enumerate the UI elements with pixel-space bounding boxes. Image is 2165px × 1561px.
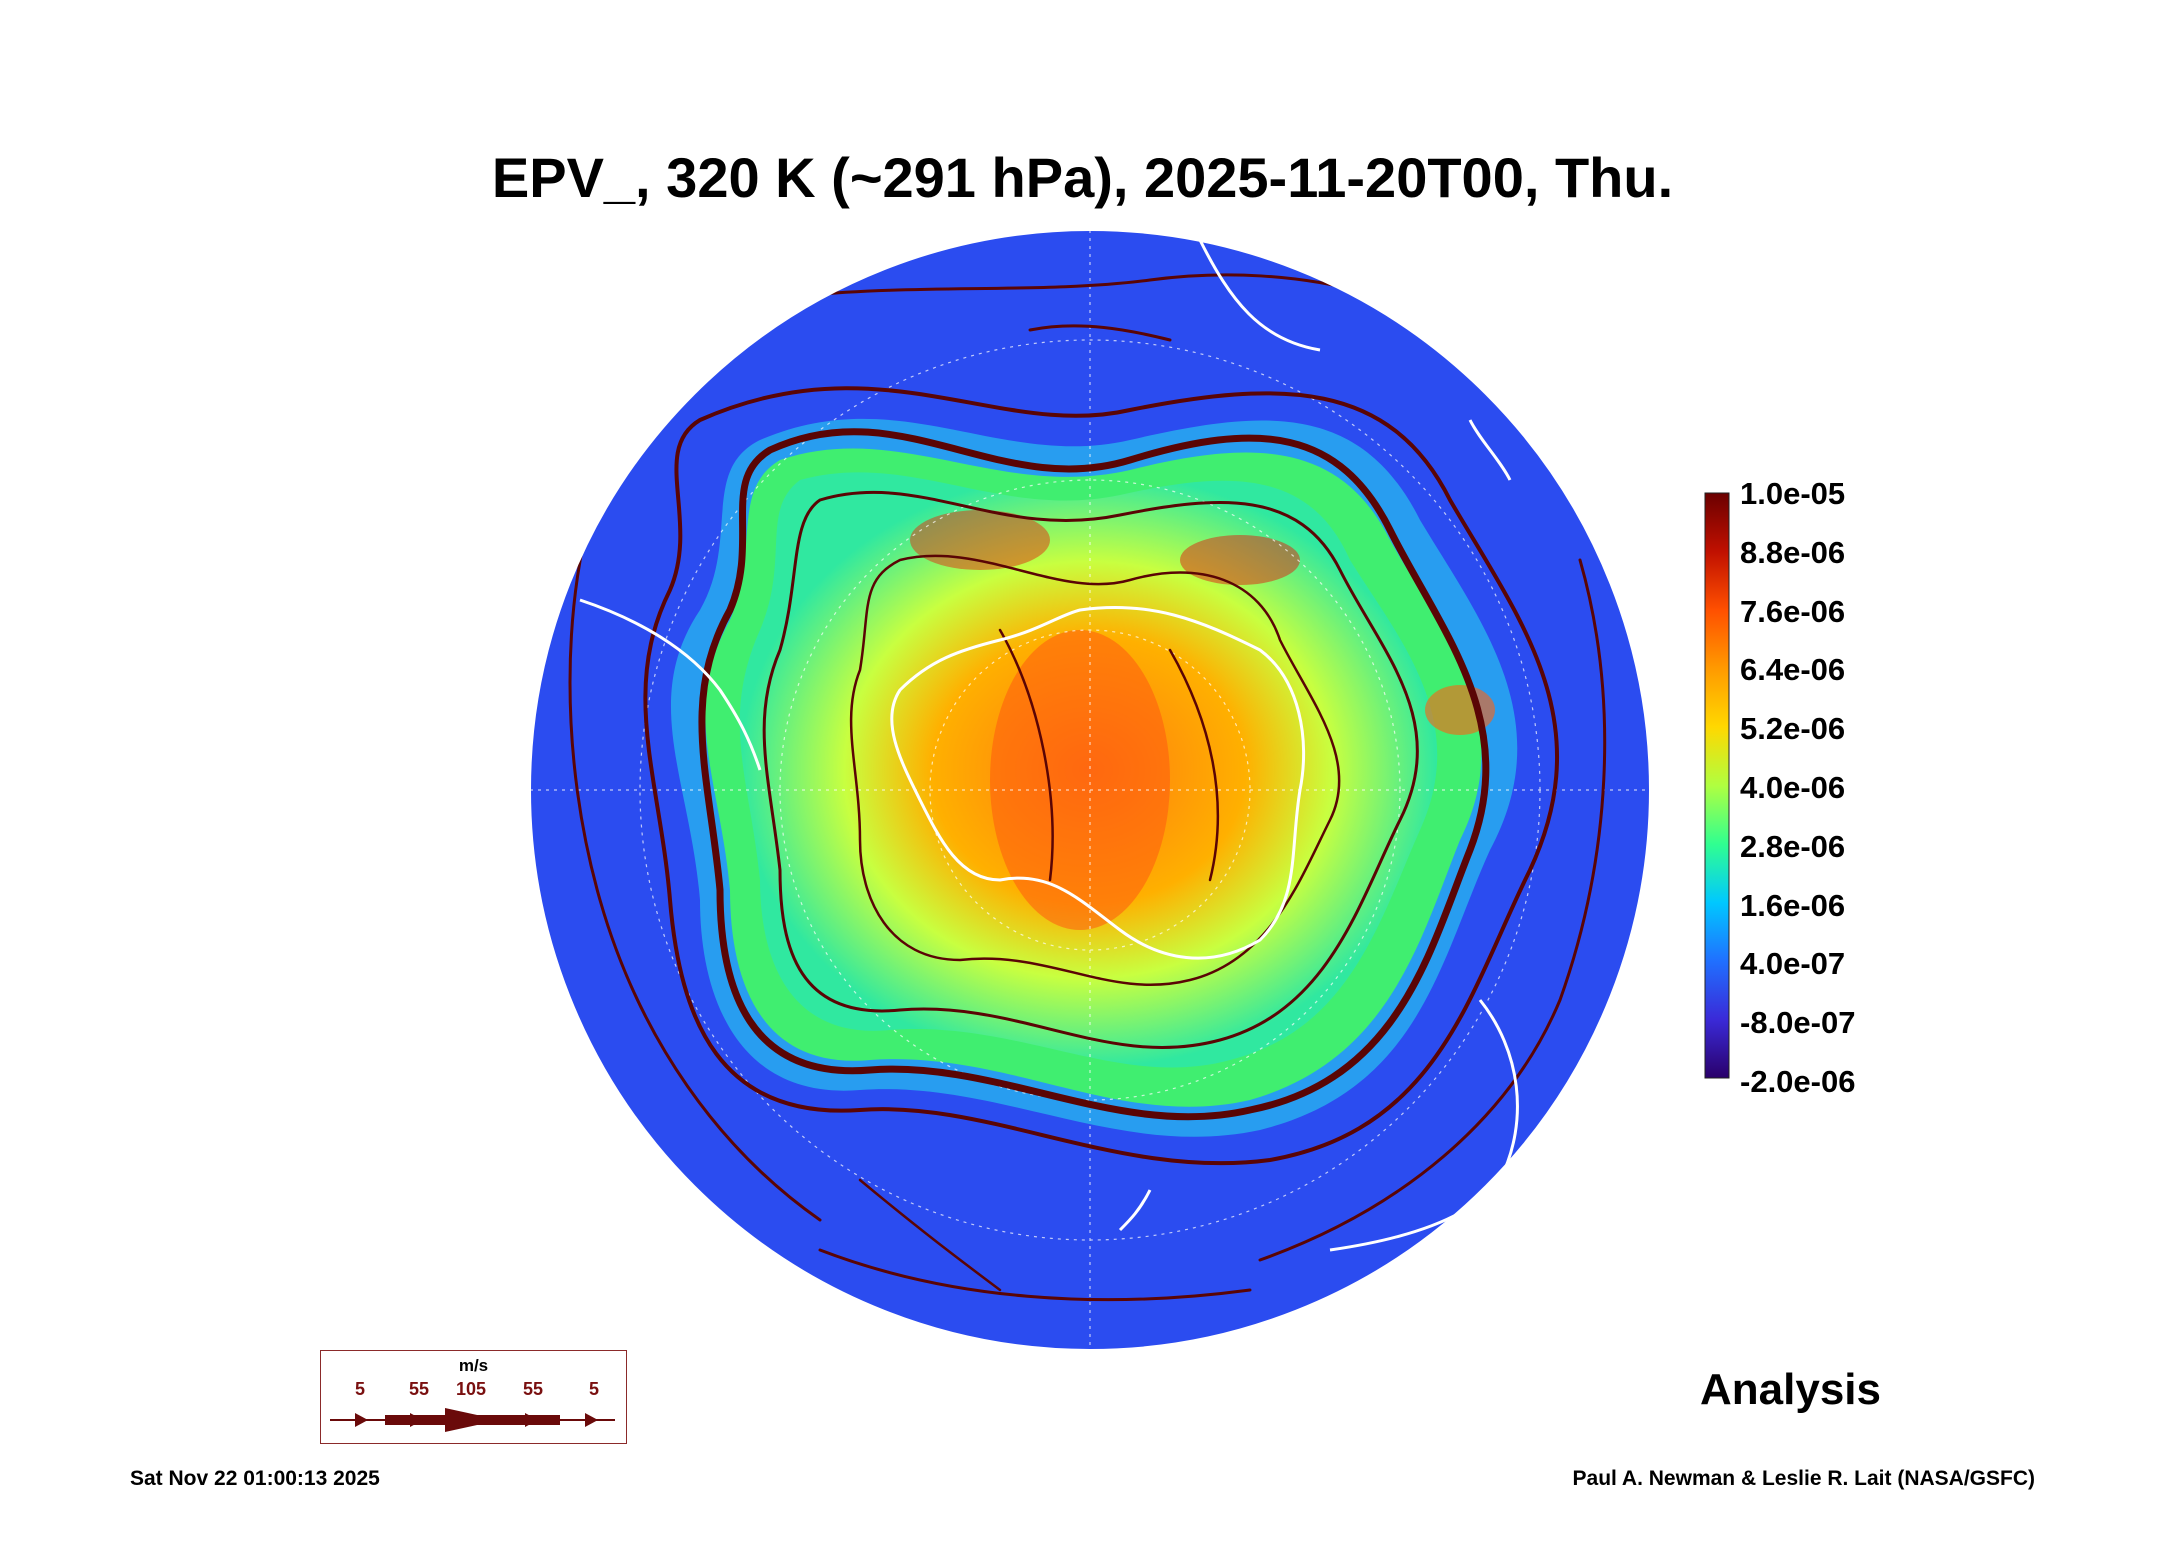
colorbar — [1704, 492, 1730, 1079]
colorbar-label: 5.2e-06 — [1740, 711, 1846, 746]
wind-legend-arrow — [330, 1408, 615, 1432]
wind-legend-value: 105 — [456, 1379, 487, 1399]
wind-legend-unit: m/s — [458, 1356, 489, 1375]
colorbar-label: 4.0e-06 — [1740, 770, 1846, 805]
colorbar-label: 6.4e-06 — [1740, 652, 1846, 687]
wind-legend-value: 55 — [523, 1379, 544, 1399]
plot-title: EPV_, 320 K (~291 hPa), 2025-11-20T00, T… — [491, 146, 1674, 209]
colorbar-label: -2.0e-06 — [1740, 1064, 1856, 1099]
colorbar-label: 1.6e-06 — [1740, 888, 1846, 923]
colorbar-label: 4.0e-07 — [1740, 946, 1846, 981]
colorbar-gradient — [1704, 492, 1730, 1079]
colorbar-label: 1.0e-05 — [1740, 476, 1846, 511]
wind-legend: m/s 5 55 105 55 5 — [320, 1350, 627, 1444]
wind-legend-value: 55 — [409, 1379, 430, 1399]
map-globe — [530, 230, 1650, 1350]
colorbar-label: 7.6e-06 — [1740, 594, 1846, 629]
colorbar-label: 2.8e-06 — [1740, 829, 1846, 864]
colorbar-label: -8.0e-07 — [1740, 1005, 1856, 1040]
footer-timestamp: Sat Nov 22 01:00:13 2025 — [130, 1467, 380, 1490]
footer-credit: Paul A. Newman & Leslie R. Lait (NASA/GS… — [1572, 1467, 2035, 1490]
wind-legend-value: 5 — [355, 1379, 366, 1399]
analysis-label: Analysis — [1700, 1365, 1881, 1414]
coastlines — [579, 239, 1519, 1252]
colorbar-label: 8.8e-06 — [1740, 535, 1846, 570]
wind-legend-value: 5 — [589, 1379, 600, 1399]
